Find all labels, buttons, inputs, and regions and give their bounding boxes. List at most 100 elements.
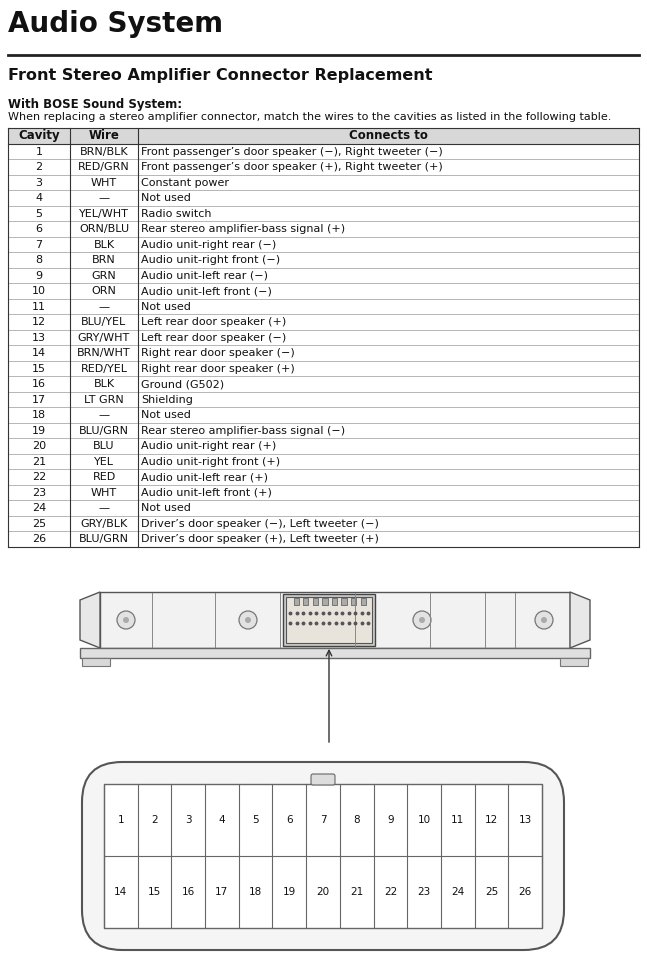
Bar: [294, 598, 299, 605]
Bar: [332, 598, 337, 605]
Text: —: —: [98, 193, 109, 203]
Text: WHT: WHT: [91, 488, 117, 498]
FancyBboxPatch shape: [311, 774, 335, 785]
Polygon shape: [80, 592, 100, 648]
Text: 24: 24: [32, 503, 46, 513]
Text: 16: 16: [182, 887, 195, 897]
Text: Front passenger’s door speaker (−), Right tweeter (−): Front passenger’s door speaker (−), Righ…: [141, 147, 443, 157]
Text: 12: 12: [485, 815, 498, 825]
Text: Not used: Not used: [141, 411, 191, 420]
Text: 3: 3: [185, 815, 192, 825]
Text: Left rear door speaker (+): Left rear door speaker (+): [141, 317, 286, 328]
Text: 2: 2: [36, 162, 43, 172]
Bar: [360, 598, 366, 605]
Text: BRN/WHT: BRN/WHT: [77, 349, 131, 358]
Text: Not used: Not used: [141, 503, 191, 513]
Text: Front passenger’s door speaker (+), Right tweeter (+): Front passenger’s door speaker (+), Righ…: [141, 162, 443, 172]
Text: 13: 13: [518, 815, 532, 825]
Text: BLU/YEL: BLU/YEL: [82, 317, 127, 328]
Text: Audio unit-left rear (−): Audio unit-left rear (−): [141, 271, 268, 281]
Text: Cavity: Cavity: [18, 130, 60, 142]
Text: 19: 19: [32, 426, 46, 435]
Text: Audio unit-left front (−): Audio unit-left front (−): [141, 286, 272, 296]
Circle shape: [239, 611, 257, 629]
Circle shape: [541, 617, 547, 623]
Text: 25: 25: [32, 519, 46, 529]
Text: Audio unit-left rear (+): Audio unit-left rear (+): [141, 473, 268, 482]
Text: Right rear door speaker (−): Right rear door speaker (−): [141, 349, 295, 358]
Text: 1: 1: [118, 815, 124, 825]
Bar: [8, 128, 639, 144]
FancyBboxPatch shape: [82, 762, 564, 950]
Bar: [560, 658, 588, 666]
Text: 13: 13: [32, 332, 46, 343]
Bar: [303, 598, 309, 605]
Text: 3: 3: [36, 178, 43, 188]
Text: When replacing a stereo amplifier connector, match the wires to the cavities as : When replacing a stereo amplifier connec…: [8, 112, 611, 122]
Text: 22: 22: [32, 473, 46, 482]
Text: 20: 20: [32, 441, 46, 452]
Text: BLU/GRN: BLU/GRN: [79, 426, 129, 435]
Text: 8: 8: [36, 255, 43, 265]
Text: 4: 4: [36, 193, 43, 203]
Text: GRY/WHT: GRY/WHT: [78, 332, 130, 343]
Text: WHT: WHT: [91, 178, 117, 188]
Text: 9: 9: [387, 815, 393, 825]
Text: Rear stereo amplifier-bass signal (−): Rear stereo amplifier-bass signal (−): [141, 426, 345, 435]
Text: 8: 8: [353, 815, 360, 825]
Bar: [351, 598, 356, 605]
Text: Connects to: Connects to: [349, 130, 428, 142]
Bar: [322, 598, 327, 605]
Text: ORN/BLU: ORN/BLU: [79, 224, 129, 234]
Text: 18: 18: [32, 411, 46, 420]
Text: 26: 26: [518, 887, 532, 897]
Bar: [313, 598, 318, 605]
Text: Audio unit-left front (+): Audio unit-left front (+): [141, 488, 272, 498]
Text: Radio switch: Radio switch: [141, 209, 212, 219]
Text: RED/GRN: RED/GRN: [78, 162, 130, 172]
Text: 25: 25: [485, 887, 498, 897]
Text: Audio System: Audio System: [8, 10, 223, 38]
Text: 1: 1: [36, 147, 43, 157]
Bar: [104, 784, 542, 928]
Text: 11: 11: [451, 815, 465, 825]
Text: Shielding: Shielding: [141, 394, 193, 405]
Text: 5: 5: [36, 209, 43, 219]
Text: RED/YEL: RED/YEL: [80, 364, 127, 373]
Text: 17: 17: [32, 394, 46, 405]
Circle shape: [413, 611, 431, 629]
Text: BLU: BLU: [93, 441, 115, 452]
Text: BLK: BLK: [93, 379, 115, 390]
Text: BRN: BRN: [92, 255, 116, 265]
Text: BRN/BLK: BRN/BLK: [80, 147, 128, 157]
Bar: [80, 648, 590, 658]
Text: 26: 26: [32, 534, 46, 544]
Text: GRN: GRN: [92, 271, 116, 281]
Text: 9: 9: [36, 271, 43, 281]
Text: 15: 15: [32, 364, 46, 373]
Text: 11: 11: [32, 302, 46, 311]
Text: 18: 18: [249, 887, 262, 897]
Text: 6: 6: [286, 815, 292, 825]
Text: YEL: YEL: [94, 456, 114, 467]
Text: 7: 7: [320, 815, 326, 825]
Text: Rear stereo amplifier-bass signal (+): Rear stereo amplifier-bass signal (+): [141, 224, 345, 234]
Text: 23: 23: [32, 488, 46, 498]
Text: 20: 20: [316, 887, 329, 897]
Text: Ground (G502): Ground (G502): [141, 379, 224, 390]
Text: Not used: Not used: [141, 302, 191, 311]
Text: —: —: [98, 302, 109, 311]
Text: Audio unit-right rear (+): Audio unit-right rear (+): [141, 441, 276, 452]
Text: With BOSE Sound System:: With BOSE Sound System:: [8, 98, 182, 111]
Text: Front Stereo Amplifier Connector Replacement: Front Stereo Amplifier Connector Replace…: [8, 68, 432, 83]
Text: 10: 10: [417, 815, 431, 825]
Text: Constant power: Constant power: [141, 178, 229, 188]
Text: 19: 19: [283, 887, 296, 897]
Bar: [100, 592, 570, 648]
Text: 15: 15: [148, 887, 161, 897]
Bar: [286, 597, 372, 643]
Text: YEL/WHT: YEL/WHT: [79, 209, 129, 219]
Text: Driver’s door speaker (+), Left tweeter (+): Driver’s door speaker (+), Left tweeter …: [141, 534, 379, 544]
Text: 2: 2: [151, 815, 158, 825]
Text: 12: 12: [32, 317, 46, 328]
